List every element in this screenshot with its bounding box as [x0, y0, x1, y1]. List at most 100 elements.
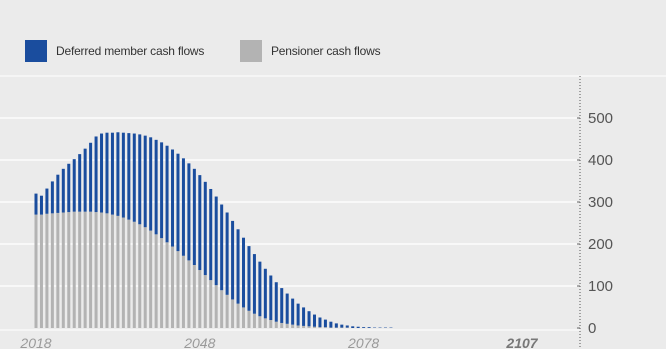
bar-deferred-2068: [307, 311, 311, 327]
x-axis-ticks: 2018 2048 2078 2107: [19, 335, 538, 349]
bar-deferred-2076: [351, 326, 355, 328]
bar-deferred-2047: [192, 168, 196, 265]
bar-pensioner-2020: [45, 213, 49, 328]
bar-pensioner-2064: [285, 323, 289, 328]
bar-deferred-2038: [143, 135, 147, 228]
bar-pensioner-2021: [50, 213, 54, 328]
bar-deferred-2055: [236, 229, 240, 304]
bar-deferred-2062: [274, 282, 278, 322]
bar-deferred-2071: [323, 319, 327, 328]
bar-pensioner-2047: [192, 265, 196, 328]
bar-deferred-2040: [154, 139, 158, 235]
bar-deferred-2034: [121, 132, 125, 218]
bar-pensioner-2044: [176, 251, 180, 328]
legend-swatch-pensioner: [240, 40, 262, 62]
bar-deferred-2031: [105, 132, 109, 214]
bar-pensioner-2048: [198, 270, 202, 328]
bar-deferred-2049: [203, 181, 207, 276]
bar-deferred-2043: [171, 149, 175, 247]
bar-deferred-2033: [116, 132, 120, 216]
x-tick-label-2107: 2107: [505, 335, 538, 349]
bar-deferred-2050: [209, 188, 213, 281]
bar-deferred-2061: [269, 275, 273, 321]
bar-deferred-2039: [149, 137, 153, 231]
y-tick-label-100: 100: [588, 278, 613, 295]
bar-deferred-2046: [187, 163, 191, 261]
bar-pensioner-2024: [67, 212, 71, 328]
bar-pensioner-2034: [121, 217, 125, 328]
legend-label-deferred: Deferred member cash flows: [56, 44, 205, 58]
bar-deferred-2018: [34, 193, 38, 215]
bar-deferred-2052: [220, 204, 224, 291]
bar-deferred-2073: [334, 323, 338, 328]
legend-swatch-deferred: [25, 40, 47, 62]
gridlines: [0, 75, 666, 349]
bar-pensioner-2040: [154, 234, 158, 328]
bar-deferred-2045: [181, 158, 185, 256]
bar-pensioner-2037: [138, 224, 142, 328]
bar-pensioner-2019: [39, 214, 43, 328]
bar-deferred-2075: [345, 325, 349, 328]
bar-pensioner-2043: [171, 246, 175, 328]
bar-deferred-2021: [50, 181, 54, 214]
bar-deferred-2064: [285, 293, 289, 324]
bar-deferred-2056: [242, 237, 246, 308]
legend-item-deferred: Deferred member cash flows: [25, 40, 204, 62]
bar-deferred-2048: [198, 175, 202, 271]
bar-deferred-2035: [127, 133, 131, 220]
bar-pensioner-2038: [143, 227, 147, 328]
x-tick-label-2048: 2048: [183, 335, 215, 349]
bar-pensioner-2033: [116, 215, 120, 328]
bar-pensioner-2062: [274, 321, 278, 328]
bar-deferred-2023: [61, 168, 65, 213]
bar-deferred-2044: [176, 153, 180, 252]
bar-pensioner-2028: [89, 211, 93, 328]
bar-deferred-2025: [72, 159, 76, 212]
bar-pensioner-2050: [209, 280, 213, 328]
bar-deferred-2079: [367, 327, 371, 328]
bar-pensioner-2053: [225, 294, 229, 328]
bar-pensioner-2030: [100, 212, 104, 328]
bar-deferred-2028: [89, 142, 93, 212]
bar-deferred-2029: [94, 136, 98, 213]
bar-deferred-2069: [312, 314, 316, 327]
bar-deferred-2059: [258, 261, 262, 317]
bar-deferred-2063: [280, 288, 284, 323]
bar-pensioner-2027: [83, 211, 87, 328]
bar-pensioner-2049: [203, 275, 207, 328]
bar-deferred-2037: [138, 134, 142, 225]
bar-pensioner-2042: [165, 242, 169, 328]
bar-deferred-2032: [110, 132, 114, 215]
bar-deferred-2072: [329, 321, 333, 328]
y-tick-label-300: 300: [588, 194, 613, 211]
bar-pensioner-2071: [323, 327, 327, 328]
y-tick-label-200: 200: [588, 236, 613, 253]
bar-pensioner-2041: [160, 238, 164, 328]
bar-deferred-2054: [231, 220, 235, 300]
legend: Deferred member cash flows Pensioner cas…: [0, 0, 666, 76]
bar-pensioner-2051: [214, 285, 218, 328]
bar-deferred-2066: [296, 303, 300, 326]
bar-deferred-2022: [56, 174, 60, 213]
bar-pensioner-2018: [34, 214, 38, 328]
x-tick-label-2018: 2018: [19, 335, 51, 349]
bar-deferred-2078: [362, 327, 366, 328]
bar-pensioner-2069: [312, 326, 316, 328]
bar-deferred-2065: [291, 298, 295, 325]
legend-item-pensioner: Pensioner cash flows: [240, 40, 381, 62]
bar-pensioner-2054: [231, 299, 235, 328]
bar-pensioner-2067: [302, 325, 306, 328]
bar-deferred-2030: [100, 133, 104, 213]
y-tick-label-400: 400: [588, 152, 613, 169]
bar-pensioner-2022: [56, 212, 60, 328]
bar-pensioner-2026: [78, 211, 82, 328]
bar-deferred-2057: [247, 246, 251, 311]
bar-pensioner-2046: [187, 260, 191, 328]
bar-deferred-2020: [45, 188, 49, 214]
bar-pensioner-2039: [149, 230, 153, 328]
bar-pensioner-2045: [181, 255, 185, 328]
bar-deferred-2051: [214, 196, 218, 286]
bar-pensioner-2023: [61, 212, 65, 328]
bar-pensioner-2056: [242, 307, 246, 328]
x-tick-label-2078: 2078: [347, 335, 379, 349]
